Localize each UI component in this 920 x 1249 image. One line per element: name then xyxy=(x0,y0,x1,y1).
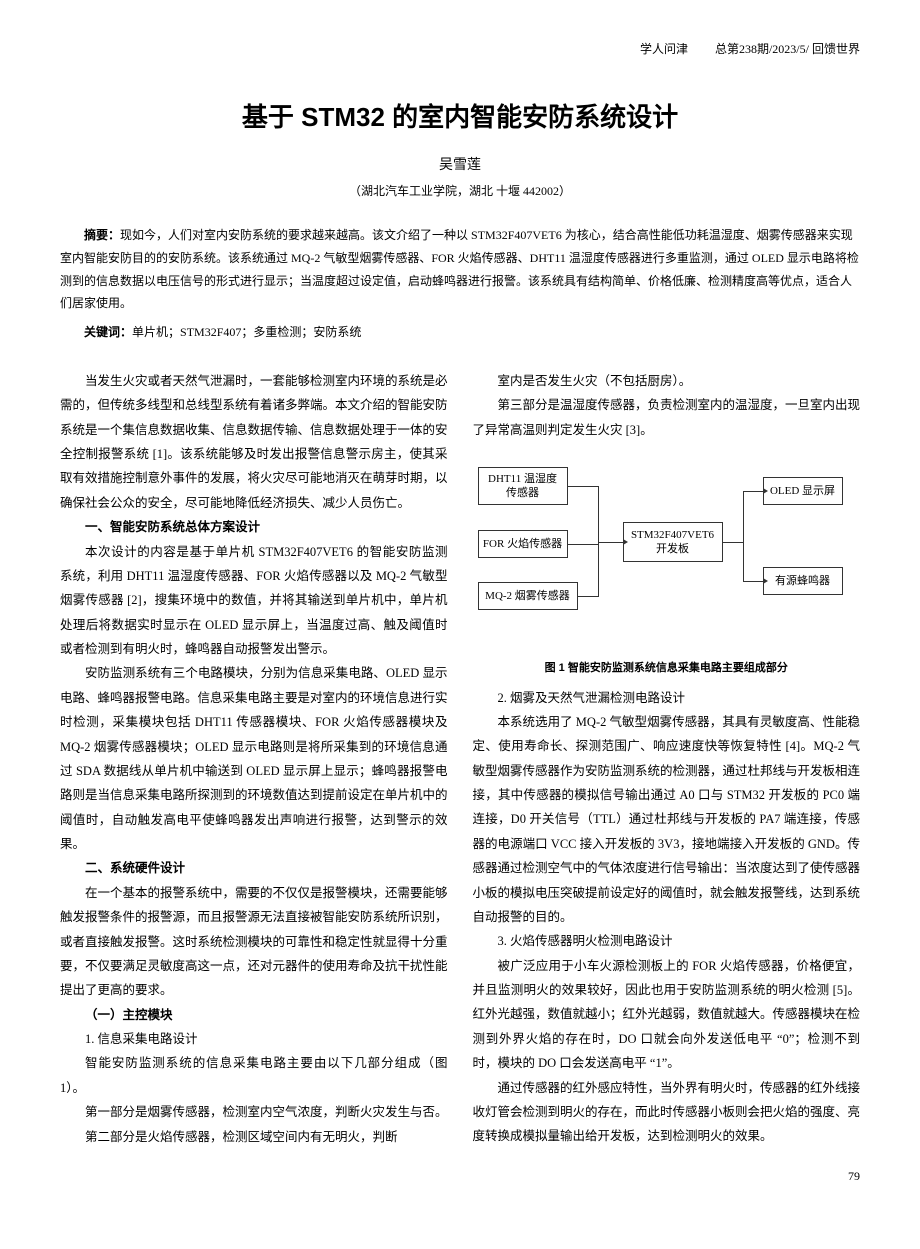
sec-2-1-1-p: 智能安防监测系统的信息采集电路主要由以下几部分组成（图 1）。 xyxy=(60,1051,448,1100)
affiliation: （湖北汽车工业学院，湖北 十堰 442002） xyxy=(60,182,860,199)
diagram-line xyxy=(568,486,598,487)
diagram-box-for: FOR 火焰传感器 xyxy=(478,530,568,558)
diagram-box-mcu: STM32F407VET6 开发板 xyxy=(623,522,723,562)
intro-para: 当发生火灾或者天然气泄漏时，一套能够检测室内环境的系统是必需的，但传统多线型和总… xyxy=(60,369,448,515)
sec-2-1-1-p2: 第一部分是烟雾传感器，检测室内空气浓度，判断火灾发生与否。 xyxy=(60,1100,448,1124)
abstract-text: 现如今，人们对室内安防系统的要求越来越高。该文介绍了一种以 STM32F407V… xyxy=(60,228,859,310)
section-1-p1: 本次设计的内容是基于单片机 STM32F407VET6 的智能安防监测系统，利用… xyxy=(60,540,448,662)
diagram-arrow xyxy=(743,491,763,492)
sec-2-1-3-p2: 通过传感器的红外感应特性，当外界有明火时，传感器的红外线接收灯管会检测到明火的存… xyxy=(473,1076,861,1149)
section-1-p2: 安防监测系统有三个电路模块，分别为信息采集电路、OLED 显示电路、蜂鸣器报警电… xyxy=(60,661,448,856)
diagram-box-buzzer: 有源蜂鸣器 xyxy=(763,567,843,595)
diagram-box-mq2: MQ-2 烟雾传感器 xyxy=(478,582,578,610)
keywords-text: 单片机；STM32F407；多重检测；安防系统 xyxy=(132,325,361,339)
diagram-arrow xyxy=(598,542,623,543)
figure-1-diagram: DHT11 温湿度 传感器 FOR 火焰传感器 MQ-2 烟雾传感器 STM32… xyxy=(473,452,861,652)
header-journal: 回馈世界 xyxy=(812,42,860,56)
diagram-line xyxy=(743,491,744,582)
diagram-arrow xyxy=(743,581,763,582)
abstract-label: 摘要： xyxy=(84,228,120,242)
sec-2-1-3: 3. 火焰传感器明火检测电路设计 xyxy=(473,929,861,953)
author: 吴雪莲 xyxy=(60,154,860,174)
abstract: 摘要：现如今，人们对室内安防系统的要求越来越高。该文介绍了一种以 STM32F4… xyxy=(60,224,860,315)
sec-2-1-2: 2. 烟雾及天然气泄漏检测电路设计 xyxy=(473,686,861,710)
figure-1-caption: 图 1 智能安防监测系统信息采集电路主要组成部分 xyxy=(473,658,861,679)
sec-2-1-2-p: 本系统选用了 MQ-2 气敏型烟雾传感器，其具有灵敏度高、性能稳定、使用寿命长、… xyxy=(473,710,861,929)
running-header: 学人问津 总第238期/2023/5/ 回馈世界 xyxy=(60,40,860,57)
sec-2-1-1-p3: 第二部分是火焰传感器，检测区域空间内有无明火，判断 xyxy=(60,1125,448,1149)
section-2-p1: 在一个基本的报警系统中，需要的不仅仅是报警模块，还需要能够触发报警条件的报警源，… xyxy=(60,881,448,1003)
diagram-line xyxy=(578,596,598,597)
paper-title: 基于 STM32 的室内智能安防系统设计 xyxy=(60,97,860,134)
keywords: 关键词：单片机；STM32F407；多重检测；安防系统 xyxy=(60,321,860,344)
keywords-label: 关键词： xyxy=(84,325,132,339)
page-number: 79 xyxy=(60,1169,860,1184)
sec-2-1-3-p: 被广泛应用于小车火源检测板上的 FOR 火焰传感器，价格便宜，并且监测明火的效果… xyxy=(473,954,861,1076)
diagram-box-dht11: DHT11 温湿度 传感器 xyxy=(478,467,568,505)
body-columns: 当发生火灾或者天然气泄漏时，一套能够检测室内环境的系统是必需的，但传统多线型和总… xyxy=(60,369,860,1149)
diagram-line xyxy=(568,544,598,545)
col2-p1: 室内是否发生火灾（不包括厨房）。 xyxy=(473,369,861,393)
section-2-1-head: （一）主控模块 xyxy=(60,1003,448,1027)
diagram-line xyxy=(723,542,743,543)
col2-p2: 第三部分是温湿度传感器，负责检测室内的温湿度，一旦室内出现了异常高温则判定发生火… xyxy=(473,393,861,442)
diagram-box-oled: OLED 显示屏 xyxy=(763,477,843,505)
figure-1: DHT11 温湿度 传感器 FOR 火焰传感器 MQ-2 烟雾传感器 STM32… xyxy=(473,452,861,679)
sec-2-1-1: 1. 信息采集电路设计 xyxy=(60,1027,448,1051)
section-2-head: 二、系统硬件设计 xyxy=(60,856,448,880)
header-issue: 总第238期/2023/5/ xyxy=(715,42,809,56)
header-section: 学人问津 xyxy=(640,42,688,56)
section-1-head: 一、智能安防系统总体方案设计 xyxy=(60,515,448,539)
